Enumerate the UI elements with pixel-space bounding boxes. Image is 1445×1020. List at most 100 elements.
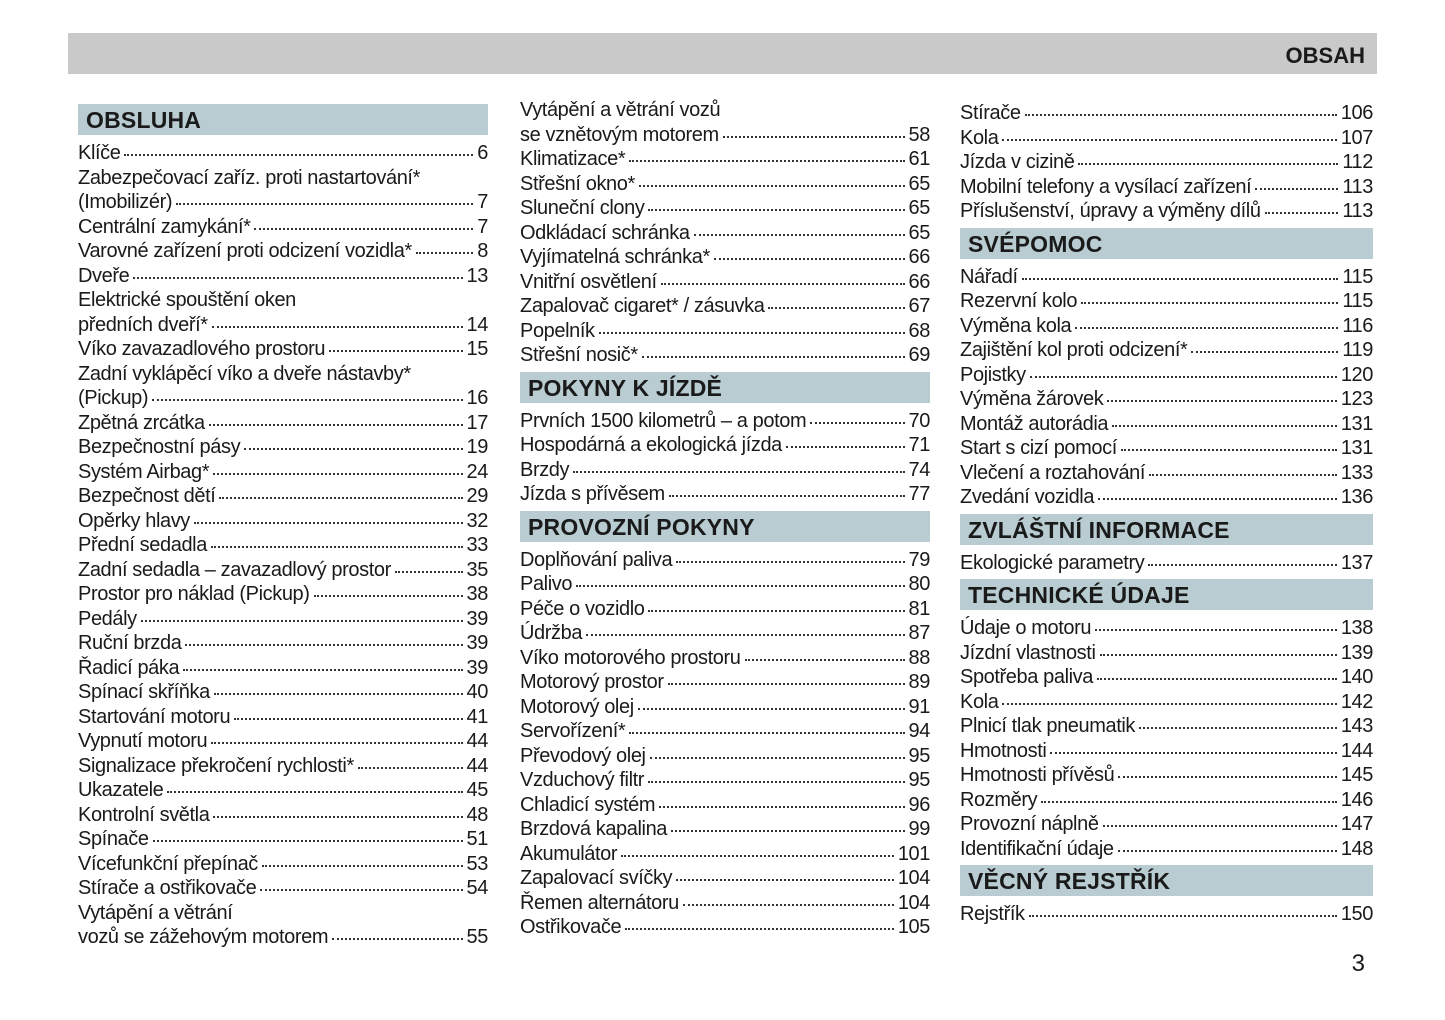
- dot-leader: [648, 781, 905, 783]
- toc-entry[interactable]: Péče o vozidlo 81: [520, 597, 930, 622]
- toc-entry[interactable]: Údržba 87: [520, 621, 930, 646]
- toc-entry[interactable]: Servořízení* 94: [520, 719, 930, 744]
- toc-entry[interactable]: Start s cizí pomocí 131: [960, 436, 1373, 461]
- toc-entry-row: Centrální zamykání* 7: [78, 215, 488, 240]
- toc-entry[interactable]: Bezpečnost dětí 29: [78, 484, 488, 509]
- toc-entry[interactable]: Zapalovací svíčky 104: [520, 866, 930, 891]
- toc-entry[interactable]: Přední sedadla 33: [78, 533, 488, 558]
- toc-entry[interactable]: Údaje o motoru 138: [960, 616, 1373, 641]
- toc-entry[interactable]: Rezervní kolo 115: [960, 289, 1373, 314]
- toc-entry[interactable]: Ostřikovače 105: [520, 915, 930, 940]
- toc-entry[interactable]: Popelník 68: [520, 319, 930, 344]
- toc-entry[interactable]: Hmotnosti přívěsů 145: [960, 763, 1373, 788]
- toc-entry-page: 39: [466, 632, 489, 654]
- toc-entry[interactable]: Stírače 106: [960, 101, 1373, 126]
- toc-entry[interactable]: Akumulátor 101: [520, 842, 930, 867]
- toc-entry[interactable]: Plnicí tlak pneumatik 143: [960, 714, 1373, 739]
- toc-entry[interactable]: Příslušenství, úpravy a výměny dílů 113: [960, 199, 1373, 224]
- toc-entry[interactable]: Prvních 1500 kilometrů – a potom 70: [520, 409, 930, 434]
- toc-entry[interactable]: Nářadí 115: [960, 265, 1373, 290]
- toc-entry[interactable]: Spotřeba paliva 140: [960, 665, 1373, 690]
- toc-entry-row: Zapalovací svíčky 104: [520, 866, 930, 891]
- toc-entry[interactable]: Odkládací schránka 65: [520, 221, 930, 246]
- toc-entry[interactable]: Montáž autorádia 131: [960, 412, 1373, 437]
- toc-entry[interactable]: Střešní nosič* 69: [520, 343, 930, 368]
- toc-entry[interactable]: Stírače a ostřikovače 54: [78, 876, 488, 901]
- toc-entry[interactable]: Klimatizace* 61: [520, 147, 930, 172]
- toc-entry[interactable]: Zadní sedadla – zavazadlový prostor 35: [78, 558, 488, 583]
- toc-entry[interactable]: Sluneční clony 65: [520, 196, 930, 221]
- toc-entry[interactable]: Palivo 80: [520, 572, 930, 597]
- toc-entry[interactable]: Doplňování paliva 79: [520, 548, 930, 573]
- toc-entry[interactable]: Jízda v cizině 112: [960, 150, 1373, 175]
- toc-entry[interactable]: Jízda s přívěsem 77: [520, 482, 930, 507]
- toc-entry[interactable]: Motorový prostor 89: [520, 670, 930, 695]
- toc-entry[interactable]: Identifikační údaje 148: [960, 837, 1373, 862]
- toc-entry[interactable]: Střešní okno* 65: [520, 172, 930, 197]
- toc-entry[interactable]: Signalizace překročení rychlosti* 44: [78, 754, 488, 779]
- toc-entry-row: Identifikační údaje 148: [960, 837, 1373, 862]
- toc-entry[interactable]: Pojistky 120: [960, 363, 1373, 388]
- toc-entry[interactable]: Víko motorového prostoru 88: [520, 646, 930, 671]
- toc-entry[interactable]: Převodový olej 95: [520, 744, 930, 769]
- toc-entry-page: 99: [908, 818, 931, 840]
- toc-entry[interactable]: Hospodárná a ekologická jízda 71: [520, 433, 930, 458]
- toc-entry[interactable]: Motorový olej 91: [520, 695, 930, 720]
- toc-entry[interactable]: Řadicí páka 39: [78, 656, 488, 681]
- dot-leader: [1050, 751, 1337, 754]
- toc-entry[interactable]: Rejstřík 150: [960, 902, 1373, 927]
- toc-entry[interactable]: Varovné zařízení proti odcizení vozidla*…: [78, 239, 488, 264]
- toc-entry[interactable]: Provozní náplně 147: [960, 812, 1373, 837]
- toc-entry[interactable]: Vícefunkční přepínač 53: [78, 852, 488, 877]
- toc-entry-title: Vícefunkční přepínač: [78, 852, 258, 875]
- toc-entry[interactable]: Vyjímatelná schránka* 66: [520, 245, 930, 270]
- toc-entry[interactable]: Vlečení a roztahování 133: [960, 461, 1373, 486]
- toc-entry[interactable]: Centrální zamykání* 7: [78, 215, 488, 240]
- toc-entry[interactable]: Chladicí systém 96: [520, 793, 930, 818]
- toc-entry[interactable]: Hmotnosti 144: [960, 739, 1373, 764]
- toc-entry[interactable]: Zabezpečovací zaříz. proti nastartování*…: [78, 166, 488, 215]
- toc-entry[interactable]: Spínací skříňka 40: [78, 680, 488, 705]
- toc-entry[interactable]: Ruční brzda 39: [78, 631, 488, 656]
- toc-entry[interactable]: Kola 142: [960, 690, 1373, 715]
- toc-entry[interactable]: Vytápění a větrání vozů se vznětovým moto…: [520, 98, 930, 147]
- toc-entry[interactable]: Zpětná zrcátka 17: [78, 411, 488, 436]
- toc-entry[interactable]: Ekologické parametry 137: [960, 551, 1373, 576]
- toc-entry[interactable]: Systém Airbag* 24: [78, 460, 488, 485]
- toc-entry[interactable]: Mobilní telefony a vysílací zařízení 113: [960, 175, 1373, 200]
- toc-entry[interactable]: Výměna kola 116: [960, 314, 1373, 339]
- toc-entry[interactable]: Ukazatele 45: [78, 778, 488, 803]
- toc-entry[interactable]: Pedály 39: [78, 607, 488, 632]
- toc-entry-row: Bezpečnost dětí 29: [78, 484, 488, 509]
- toc-entry[interactable]: Startování motoru 41: [78, 705, 488, 730]
- toc-entry[interactable]: Víko zavazadlového prostoru 15: [78, 337, 488, 362]
- toc-entry[interactable]: Elektrické spouštění oken předních dveří*…: [78, 288, 488, 337]
- toc-entry-row: Bezpečnostní pásy 19: [78, 435, 488, 460]
- toc-entry[interactable]: Bezpečnostní pásy 19: [78, 435, 488, 460]
- toc-entry[interactable]: Zajištění kol proti odcizení* 119: [960, 338, 1373, 363]
- toc-entry[interactable]: Rozměry 146: [960, 788, 1373, 813]
- toc-entry-title: Klíče: [78, 142, 121, 164]
- toc-entry[interactable]: Brzdy 74: [520, 458, 930, 483]
- toc-entry[interactable]: Zvedání vozidla 136: [960, 485, 1373, 510]
- toc-entry[interactable]: Kontrolní světla 48: [78, 803, 488, 828]
- toc-entry[interactable]: Řemen alternátoru 104: [520, 891, 930, 916]
- toc-entry[interactable]: Klíče 6: [78, 141, 488, 166]
- toc-entry[interactable]: Kola 107: [960, 126, 1373, 151]
- toc-entry[interactable]: Vzduchový filtr 95: [520, 768, 930, 793]
- toc-entry[interactable]: Spínače 51: [78, 827, 488, 852]
- toc-entry-row: Zapalovač cigaret* / zásuvka 67: [520, 294, 930, 319]
- toc-entry[interactable]: Zapalovač cigaret* / zásuvka 67: [520, 294, 930, 319]
- toc-entry-page: 65: [908, 197, 931, 219]
- toc-entry[interactable]: Prostor pro náklad (Pickup) 38: [78, 582, 488, 607]
- toc-entry[interactable]: Zadní vyklápěcí víko a dveře nástavby* (P…: [78, 362, 488, 411]
- toc-entry[interactable]: Jízdní vlastnosti 139: [960, 641, 1373, 666]
- toc-entry[interactable]: Brzdová kapalina 99: [520, 817, 930, 842]
- toc-entry[interactable]: Dveře 13: [78, 264, 488, 289]
- toc-entry[interactable]: Vytápění a větrání vozů se zážehovým moto…: [78, 901, 488, 950]
- toc-entry[interactable]: Výměna žárovek 123: [960, 387, 1373, 412]
- toc-entry[interactable]: Vypnutí motoru 44: [78, 729, 488, 754]
- toc-entry[interactable]: Vnitřní osvětlení 66: [520, 270, 930, 295]
- toc-entry-page: 142: [1340, 690, 1374, 713]
- toc-entry[interactable]: Opěrky hlavy 32: [78, 509, 488, 534]
